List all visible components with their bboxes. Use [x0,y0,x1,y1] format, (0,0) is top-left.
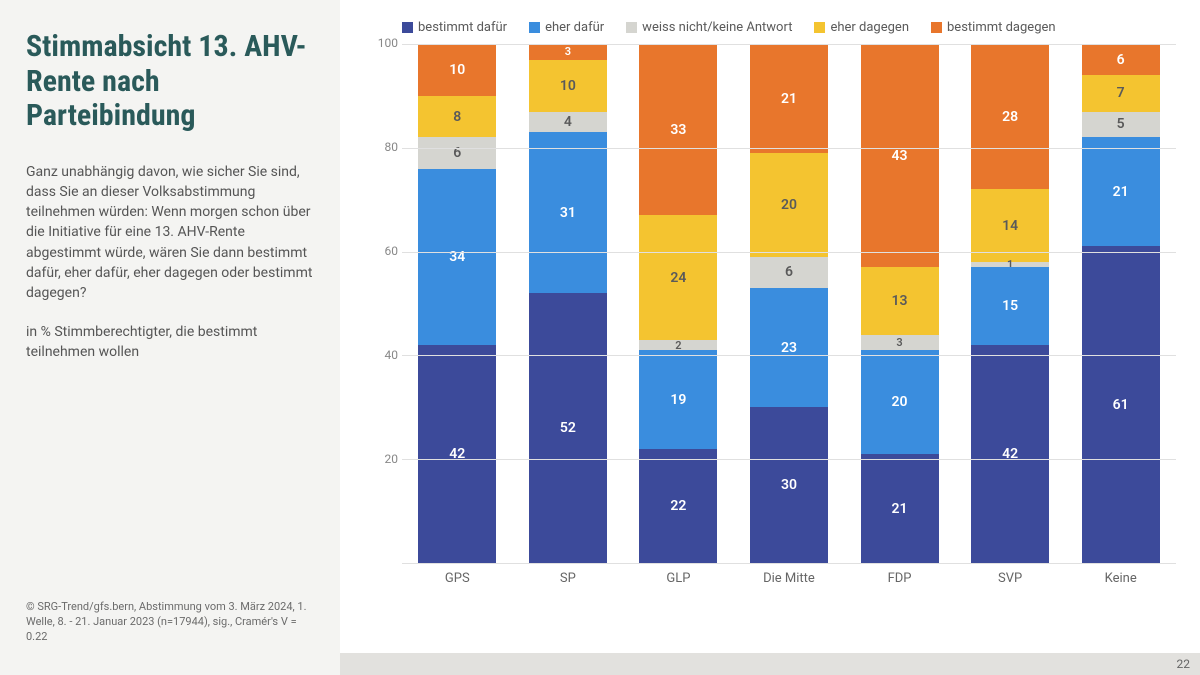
legend-swatch [529,22,540,33]
x-label: GPS [418,565,496,593]
bar-segment: 3 [861,335,939,351]
y-tick: 60 [362,244,398,258]
bar-column: 421511428 [971,44,1049,563]
x-label: Die Mitte [750,565,828,593]
bar-segment: 15 [971,267,1049,345]
grid-line [402,563,1176,564]
bar-column: 42346810 [418,44,496,563]
legend-item: eher dagegen [814,20,909,35]
legend-label: weiss nicht/keine Antwort [642,20,792,35]
bar-segment: 2 [639,340,717,350]
legend-swatch [626,22,637,33]
bar-segment: 20 [750,153,828,257]
legend-label: bestimmt dafür [418,20,507,35]
legend-swatch [931,22,942,33]
bar-segment: 43 [861,44,939,267]
x-axis-labels: GPS SP GLP Die Mitte FDP SVP Keine [402,565,1176,593]
bar-segment: 7 [1082,75,1160,111]
grid-line [402,44,1176,45]
bar-segment: 4 [529,112,607,133]
bar-segment: 5 [1082,112,1160,138]
bar-segment: 24 [639,215,717,340]
bar-segment: 21 [1082,137,1160,246]
bar-segment: 28 [971,44,1049,189]
bar-column: 52314103 [529,44,607,563]
bar-segment: 13 [861,267,939,334]
legend-item: eher dafür [529,20,604,35]
bars-container: 4234681052314103221922433302362021212031… [402,44,1176,563]
legend-label: eher dagegen [830,20,909,35]
x-label: FDP [861,565,939,593]
bar-column: 302362021 [750,44,828,563]
legend: bestimmt dafür eher dafür weiss nicht/kein… [402,20,1176,35]
bar-column: 221922433 [639,44,717,563]
bar-segment: 31 [529,132,607,293]
legend-item: weiss nicht/keine Antwort [626,20,792,35]
bar-segment: 42 [418,345,496,563]
legend-label: bestimmt dagegen [947,20,1056,35]
bar-segment: 3 [529,44,607,60]
grid-line [402,252,1176,253]
bar-segment: 19 [639,350,717,449]
grid-line [402,355,1176,356]
grid-line [402,148,1176,149]
bar-segment: 10 [529,60,607,112]
bar-segment: 8 [418,96,496,138]
bar-segment: 61 [1082,246,1160,563]
bar-segment: 23 [750,288,828,407]
bar-segment: 10 [418,44,496,96]
y-axis: 20406080100 [362,43,398,563]
legend-swatch [402,22,413,33]
bar-column: 212031343 [861,44,939,563]
page-number-bar: 22 [340,653,1200,675]
slide: Stimmabsicht 13. AHV-Rente nach Parteibi… [0,0,1200,675]
left-panel: Stimmabsicht 13. AHV-Rente nach Parteibi… [0,0,340,675]
legend-item: bestimmt dagegen [931,20,1056,35]
bar-segment: 6 [1082,44,1160,75]
bar-segment: 21 [861,454,939,563]
y-tick: 20 [362,452,398,466]
bar-segment: 21 [750,44,828,153]
bar-segment: 30 [750,407,828,563]
legend-item: bestimmt dafür [402,20,507,35]
bar-segment: 34 [418,169,496,345]
bar-segment: 42 [971,345,1049,563]
grid-line [402,459,1176,460]
bar-segment: 6 [418,137,496,168]
chart-area: 20406080100 4234681052314103221922433302… [402,43,1176,593]
bar-segment: 22 [639,449,717,563]
bar-segment: 33 [639,44,717,215]
subtext: in % Stimmberechtigter, die bestimmt tei… [26,322,314,363]
y-tick: 40 [362,348,398,362]
x-label: SP [529,565,607,593]
legend-swatch [814,22,825,33]
y-tick: 80 [362,140,398,154]
x-label: SVP [971,565,1049,593]
bar-segment: 20 [861,350,939,454]
bar-segment: 52 [529,293,607,563]
y-tick: 100 [362,36,398,50]
plot-area: 4234681052314103221922433302362021212031… [402,43,1176,563]
right-panel: bestimmt dafür eher dafür weiss nicht/kein… [340,0,1200,675]
bar-column: 6121576 [1082,44,1160,563]
x-label: GLP [639,565,717,593]
x-label: Keine [1082,565,1160,593]
page-number: 22 [1177,657,1191,671]
legend-label: eher dafür [545,20,604,35]
slide-title: Stimmabsicht 13. AHV-Rente nach Parteibi… [26,30,314,134]
source-text: © SRG-Trend/gfs.bern, Abstimmung vom 3. … [26,600,314,655]
question-text: Ganz unabhängig davon, wie sicher Sie si… [26,162,314,304]
bar-segment: 6 [750,257,828,288]
